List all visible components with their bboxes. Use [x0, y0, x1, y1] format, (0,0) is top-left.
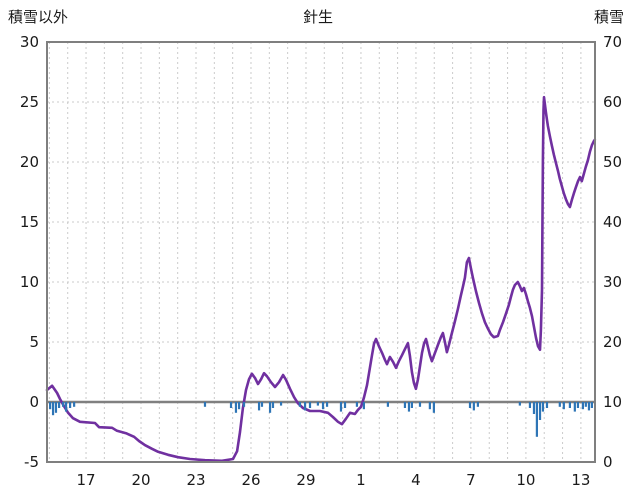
plot-border: [46, 41, 596, 463]
precip-bar: [590, 402, 593, 408]
right-axis-title: 積雪: [593, 8, 624, 26]
right-axis-tick-label: 30: [603, 273, 622, 291]
precip-bar: [468, 402, 472, 408]
precip-bar: [203, 402, 207, 407]
precip-bar: [271, 402, 275, 408]
precip-bar: [584, 402, 587, 407]
precip-bar: [410, 402, 414, 408]
x-axis-tick-label: 23: [186, 471, 205, 489]
precip-bar: [257, 402, 261, 411]
left-axis-tick-label: 0: [29, 393, 39, 411]
precip-bar: [355, 402, 359, 407]
chart-title: 針生: [302, 8, 334, 26]
precip-bar: [568, 402, 571, 408]
precip-bar: [49, 402, 52, 410]
left-axis-tick-label: 10: [20, 273, 39, 291]
x-axis-tick-label: 1: [356, 471, 366, 489]
precip-bar: [237, 402, 241, 410]
precip-bar: [587, 402, 591, 411]
precip-bar: [268, 402, 272, 413]
precip-bar: [73, 402, 76, 407]
precip-bar: [362, 402, 365, 410]
x-axis-tick-label: 29: [296, 471, 315, 489]
snow-depth-line: [45, 95, 597, 463]
left-axis-tick-label: 25: [20, 93, 39, 111]
precip-bar: [472, 402, 475, 411]
left-axis-tick-label: 15: [20, 213, 39, 231]
precip-bar: [573, 402, 576, 412]
precip-bar: [476, 402, 479, 407]
x-axis-tick-label: 7: [466, 471, 476, 489]
x-axis-tick-label: 17: [76, 471, 95, 489]
precip-bar: [432, 402, 435, 413]
precip-bar: [64, 402, 68, 412]
right-axis-tick-label: 40: [603, 213, 622, 231]
x-axis-tick-label: 26: [241, 471, 260, 489]
precip-bar: [242, 402, 246, 407]
precip-bar: [581, 402, 585, 410]
left-axis-tick-label: 30: [20, 33, 39, 51]
precip-bar: [545, 402, 549, 408]
precip-bar: [386, 402, 389, 407]
precip-bar: [343, 402, 347, 408]
right-axis-tick-label: 20: [603, 333, 622, 351]
precip-bar: [62, 402, 65, 407]
precip-bar: [316, 402, 319, 406]
right-axis-tick-label: 50: [603, 153, 622, 171]
precip-bar: [403, 402, 407, 408]
precip-bar: [68, 402, 72, 408]
precip-bar: [229, 402, 233, 408]
precip-bar: [260, 402, 264, 407]
precip-bar: [54, 402, 58, 413]
precip-bar: [303, 402, 307, 411]
right-axis-tick-label: 0: [603, 453, 613, 471]
precip-bar: [532, 402, 536, 414]
precip-bar: [535, 402, 539, 437]
precip-bar: [407, 402, 411, 412]
precip-bar: [325, 402, 329, 407]
precip-bar: [428, 402, 431, 410]
precip-bar: [279, 402, 283, 406]
precip-bar: [339, 402, 343, 412]
right-axis-tick-label: 60: [603, 93, 622, 111]
x-axis-tick-label: 13: [571, 471, 590, 489]
precip-bar: [562, 402, 565, 410]
precip-bar: [576, 402, 580, 408]
precip-bar: [538, 402, 542, 420]
x-axis-tick-label: 4: [411, 471, 421, 489]
precip-bar: [418, 402, 422, 407]
left-axis-title: 積雪以外: [8, 8, 69, 26]
right-axis-tick-label: 10: [603, 393, 622, 411]
right-axis-tick-label: 70: [603, 33, 622, 51]
precip-bar: [298, 402, 302, 407]
precip-bar: [528, 402, 532, 408]
left-axis-tick-label: 20: [20, 153, 39, 171]
precip-bar: [51, 402, 55, 416]
x-axis-tick-label: 20: [131, 471, 150, 489]
precip-bar: [558, 402, 561, 407]
precip-bar: [321, 402, 325, 410]
left-axis-tick-label: 5: [29, 333, 39, 351]
left-axis-tick-label: -5: [24, 453, 39, 471]
precip-bar: [308, 402, 312, 408]
precip-bar: [234, 402, 238, 413]
precip-bar: [518, 402, 521, 406]
precip-bar: [57, 402, 61, 408]
precip-bar: [541, 402, 545, 412]
x-axis-tick-label: 10: [516, 471, 535, 489]
